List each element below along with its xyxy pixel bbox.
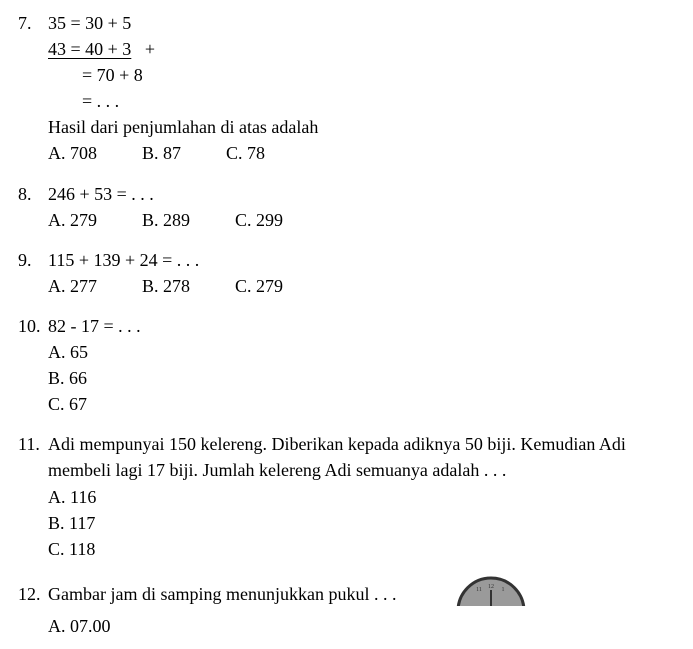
- option-c: C. 78: [226, 140, 265, 166]
- option-b: B. 289: [142, 207, 190, 233]
- option-a: A. 277: [48, 273, 97, 299]
- option-b: B. 87: [142, 140, 181, 166]
- q7-prompt: Hasil dari penjumlahan di atas adalah: [18, 114, 675, 140]
- option-b: B. 66: [48, 365, 675, 391]
- question-number: 9.: [18, 247, 48, 273]
- question-number: 10.: [18, 313, 48, 339]
- svg-text:1: 1: [502, 587, 505, 593]
- option-a: A. 279: [48, 207, 97, 233]
- option-c: C. 279: [235, 273, 283, 299]
- question-12: 12. Gambar jam di samping menunjukkan pu…: [18, 576, 675, 639]
- q8-stem: 246 + 53 = . . .: [48, 181, 675, 207]
- q12-stem: Gambar jam di samping menunjukkan pukul …: [48, 581, 396, 607]
- question-11: 11. Adi mempunyai 150 kelereng. Diberika…: [18, 431, 675, 561]
- question-7: 7. 35 = 30 + 5 43 = 40 + 3 + = 70 + 8 = …: [18, 10, 675, 167]
- question-8: 8. 246 + 53 = . . . A. 279 B. 289 C. 299: [18, 181, 675, 233]
- q12-options: A. 07.00: [18, 613, 675, 639]
- q7-line3: = 70 + 8: [48, 62, 675, 88]
- question-number: 7.: [18, 10, 48, 36]
- svg-text:11: 11: [477, 587, 483, 593]
- clock-icon: 12 1 11: [456, 576, 526, 613]
- option-a: A. 07.00: [48, 613, 675, 639]
- question-number: 12.: [18, 581, 48, 607]
- q9-stem: 115 + 139 + 24 = . . .: [48, 247, 675, 273]
- question-number: 11.: [18, 431, 48, 457]
- question-9: 9. 115 + 139 + 24 = . . . A. 277 B. 278 …: [18, 247, 675, 299]
- q8-options: A. 279 B. 289 C. 299: [18, 207, 675, 233]
- q10-options: A. 65 B. 66 C. 67: [18, 339, 675, 417]
- question-number: 8.: [18, 181, 48, 207]
- q7-line4: = . . .: [48, 88, 675, 114]
- q7-options: A. 708 B. 87 C. 78: [18, 140, 675, 166]
- q11-stem-line1: Adi mempunyai 150 kelereng. Diberikan ke…: [48, 431, 675, 457]
- q7-line1: 35 = 30 + 5: [48, 10, 675, 36]
- q10-stem: 82 - 17 = . . .: [48, 313, 675, 339]
- option-a: A. 65: [48, 339, 675, 365]
- q9-options: A. 277 B. 278 C. 279: [18, 273, 675, 299]
- svg-text:12: 12: [488, 584, 494, 590]
- q7-line2: 43 = 40 + 3 +: [48, 36, 675, 62]
- option-b: B. 278: [142, 273, 190, 299]
- option-c: C. 67: [48, 391, 675, 417]
- q11-stem-line2: membeli lagi 17 biji. Jumlah kelereng Ad…: [18, 457, 675, 483]
- option-a: A. 116: [48, 484, 675, 510]
- option-c: C. 299: [235, 207, 283, 233]
- option-c: C. 118: [48, 536, 675, 562]
- question-10: 10. 82 - 17 = . . . A. 65 B. 66 C. 67: [18, 313, 675, 417]
- option-a: A. 708: [48, 140, 97, 166]
- option-b: B. 117: [48, 510, 675, 536]
- q11-options: A. 116 B. 117 C. 118: [18, 484, 675, 562]
